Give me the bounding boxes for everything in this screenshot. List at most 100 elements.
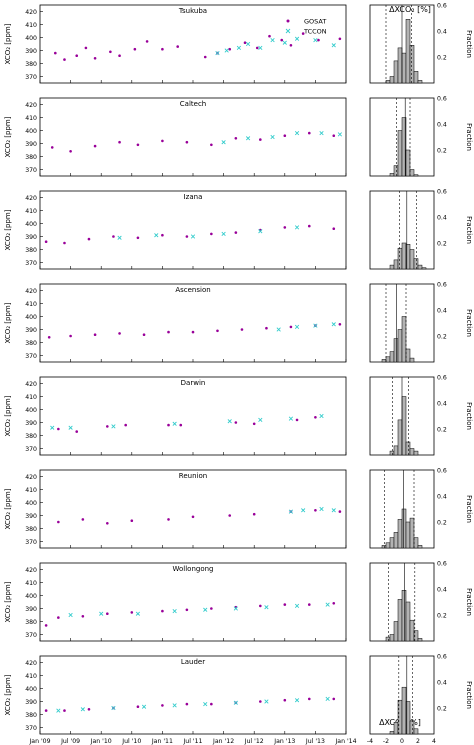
hist-bar xyxy=(409,249,415,270)
gosat-point xyxy=(210,607,213,610)
hist-bar xyxy=(409,517,415,549)
gosat-point xyxy=(332,697,336,701)
gosat-point xyxy=(161,233,164,237)
y-tick-label: 400 xyxy=(25,593,37,600)
hist-bar xyxy=(393,338,399,363)
tccon-point xyxy=(264,605,269,610)
gosat-point xyxy=(136,236,140,240)
hist-bar xyxy=(389,264,395,270)
tccon-point xyxy=(135,611,141,616)
tccon-point xyxy=(301,508,306,513)
x-tick-label: Jul '12 xyxy=(244,738,264,745)
panel-wollongong: Wollongong 370 380 390 400 410 420 XCO₂ [ppm] 0.… xyxy=(4,561,473,642)
tccon-point xyxy=(221,231,226,237)
gosat-point xyxy=(69,150,72,153)
axes-frame xyxy=(39,376,347,456)
hist-bar xyxy=(409,357,415,363)
y-tick-label: 410 xyxy=(25,673,37,680)
tccon-point xyxy=(288,509,294,514)
tccon-point xyxy=(325,696,330,702)
hist-bar xyxy=(397,247,403,270)
hist-y-tick-label: 0.4 xyxy=(437,122,447,129)
gosat-point xyxy=(283,698,287,702)
hist-bar xyxy=(389,634,395,642)
hist-y-axis-label: Fraction xyxy=(465,402,473,430)
site-title: Wollongong xyxy=(172,565,213,573)
gosat-point xyxy=(81,518,85,521)
gosat-point xyxy=(44,709,48,712)
axes-frame xyxy=(39,562,347,642)
site-title: Darwin xyxy=(181,379,206,387)
y-tick-label: 370 xyxy=(25,260,37,267)
hist-bar xyxy=(401,686,407,735)
gosat-point xyxy=(142,333,146,337)
hist-x-tick-label: -4 xyxy=(367,738,373,745)
gosat-point xyxy=(44,624,48,627)
gosat-point xyxy=(234,137,238,140)
hist-bar xyxy=(413,174,419,177)
tccon-point xyxy=(203,607,208,612)
site-title: Reunion xyxy=(179,472,207,480)
hist-y-tick-label: 0.2 xyxy=(437,520,447,527)
y-tick-label: 400 xyxy=(25,35,37,42)
y-tick-label: 390 xyxy=(25,699,37,706)
hist-bar xyxy=(389,173,395,177)
y-tick-label: 390 xyxy=(25,606,37,613)
site-title: Caltech xyxy=(180,100,206,108)
hist-y-tick-label: 0.4 xyxy=(437,587,447,594)
tccon-point xyxy=(319,130,324,136)
hist-y-tick-label: 0.6 xyxy=(437,375,447,382)
gosat-point xyxy=(93,57,97,60)
gosat-point xyxy=(106,522,109,525)
hist-bar xyxy=(401,52,407,84)
gosat-point xyxy=(118,140,121,144)
y-tick-label: 370 xyxy=(25,632,37,639)
tccon-point xyxy=(215,50,220,56)
gosat-point xyxy=(136,143,140,147)
y-tick-label: 410 xyxy=(25,487,37,494)
y-axis-label: XCO₂ [ppm] xyxy=(4,302,12,343)
hist-bar xyxy=(405,601,411,642)
gosat-point xyxy=(167,330,170,334)
hist-bar xyxy=(389,537,395,549)
hist-bar xyxy=(417,264,423,270)
gosat-point xyxy=(289,44,293,47)
panel-tsukuba: Tsukuba 370 380 390 400 410 420 XCO₂ [ppm] GOSAT… xyxy=(4,3,473,84)
gosat-point xyxy=(228,47,232,51)
axes-frame xyxy=(39,97,347,177)
gosat-point xyxy=(133,47,137,51)
y-tick-label: 380 xyxy=(25,526,37,533)
y-tick-label: 370 xyxy=(25,446,37,453)
gosat-point xyxy=(332,134,336,137)
gosat-point xyxy=(130,519,134,522)
hist-y-tick-label: 0.6 xyxy=(437,561,447,568)
y-tick-label: 390 xyxy=(25,420,37,427)
y-tick-label: 400 xyxy=(25,407,37,414)
gosat-point xyxy=(283,226,287,229)
hist-y-tick-label: 0.2 xyxy=(437,148,447,155)
tccon-point xyxy=(80,707,85,712)
gosat-point xyxy=(259,604,262,608)
hist-bar xyxy=(385,80,391,84)
x-tick-label: Jul '10 xyxy=(121,738,141,745)
gosat-point xyxy=(93,144,97,148)
gosat-point xyxy=(167,518,170,521)
tccon-point xyxy=(282,40,287,45)
tccon-point xyxy=(224,48,229,53)
tccon-point xyxy=(294,36,300,41)
hist-bar xyxy=(409,45,415,84)
site-title: Tsukuba xyxy=(178,7,207,15)
gosat-point xyxy=(332,602,336,605)
gosat-point xyxy=(136,705,140,708)
tccon-point xyxy=(294,698,300,703)
gosat-point xyxy=(301,32,305,35)
hist-bar xyxy=(417,80,423,84)
y-tick-label: 400 xyxy=(25,314,37,321)
y-tick-label: 390 xyxy=(25,513,37,520)
gosat-point xyxy=(317,38,320,42)
y-axis-label: XCO₂ [ppm] xyxy=(4,674,12,715)
hist-bar xyxy=(413,71,419,84)
tccon-point xyxy=(56,708,61,713)
